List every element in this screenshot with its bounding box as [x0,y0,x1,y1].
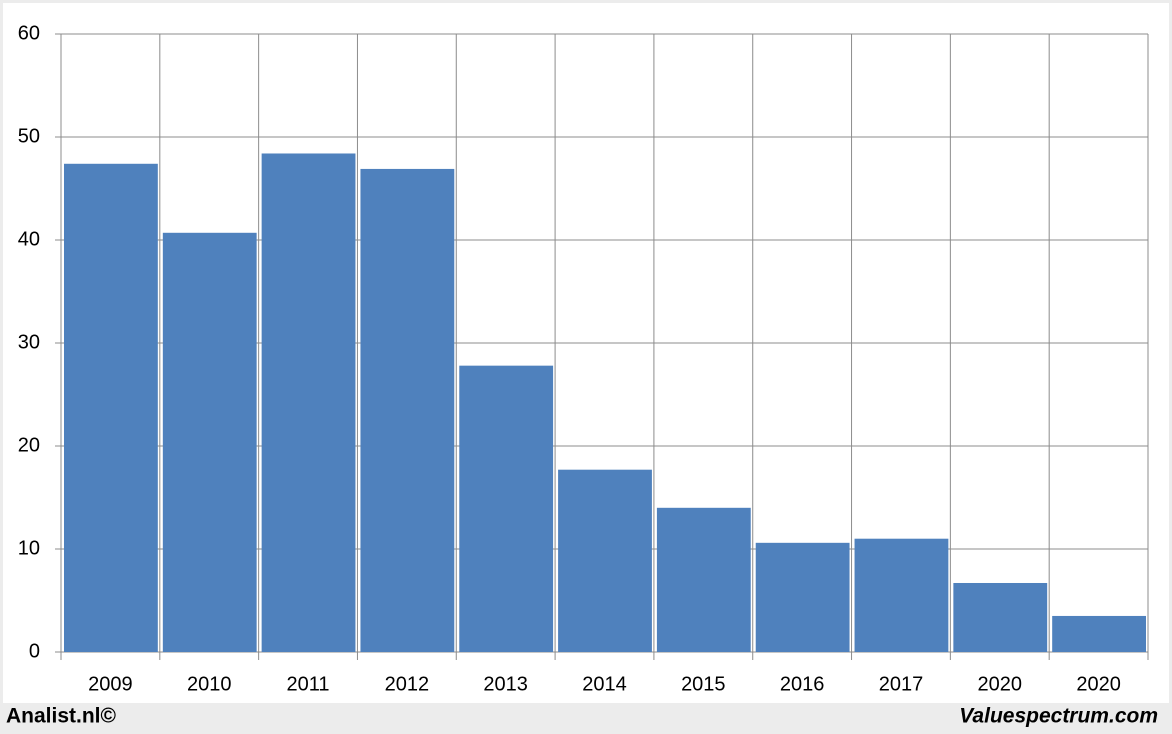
x-tick-label: 2017 [879,673,924,695]
bar [755,542,850,652]
x-tick-label: 2020 [978,673,1023,695]
y-tick-label: 60 [18,22,40,44]
bar [953,582,1048,652]
y-tick-label: 30 [18,331,40,353]
bar [854,538,949,652]
bar [656,507,751,652]
bar [162,232,257,653]
x-tick-label: 2010 [187,673,232,695]
x-tick-label: 2012 [385,673,430,695]
bar [360,168,455,652]
x-tick-label: 2013 [483,673,528,695]
x-tick-label: 2011 [287,673,330,695]
y-tick-label: 10 [18,537,40,559]
source-right: Valuespectrum.com [959,705,1158,728]
x-tick-label: 2016 [780,673,825,695]
x-tick-label: 2009 [88,673,133,695]
y-tick-label: 40 [18,228,40,250]
bar [1052,615,1146,652]
bar [64,163,158,652]
y-tick-label: 0 [29,640,40,662]
y-tick-label: 50 [18,125,40,147]
x-tick-label: 2020 [1076,673,1121,695]
x-tick-label: 2015 [681,673,726,695]
bar [261,153,356,653]
bar [558,469,652,652]
bar [459,365,554,652]
x-tick-label: 2014 [582,673,627,695]
y-tick-label: 20 [18,434,40,456]
source-left: Analist.nl© [6,705,117,728]
